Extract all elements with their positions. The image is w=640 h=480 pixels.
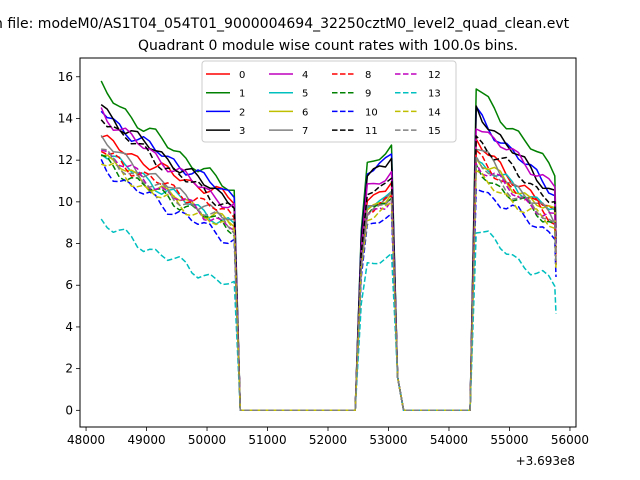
x-tick-label: 55000 — [490, 433, 528, 447]
y-tick-label: 16 — [58, 70, 73, 84]
legend-label-2: 2 — [239, 107, 245, 118]
legend-label-6: 6 — [302, 107, 308, 118]
x-offset-label: +3.693e8 — [516, 454, 575, 468]
y-tick-label: 0 — [65, 403, 73, 417]
x-tick-label: 51000 — [248, 433, 286, 447]
y-tick-label: 4 — [65, 320, 73, 334]
x-tick-label: 54000 — [430, 433, 468, 447]
y-tick-label: 6 — [65, 278, 73, 292]
legend-label-3: 3 — [239, 126, 245, 137]
series-line-13 — [100, 218, 557, 412]
legend-label-4: 4 — [302, 70, 308, 81]
y-tick-label: 14 — [58, 111, 73, 125]
series-line-8 — [100, 149, 557, 412]
legend-box — [201, 60, 457, 143]
legend-label-13: 13 — [428, 89, 441, 100]
x-tick-label: 56000 — [551, 433, 589, 447]
legend-label-11: 11 — [365, 126, 378, 137]
legend-label-12: 12 — [428, 70, 441, 81]
series-line-14 — [100, 162, 557, 412]
legend-label-14: 14 — [428, 107, 441, 118]
x-tick-label: 52000 — [309, 433, 347, 447]
legend-label-10: 10 — [365, 107, 378, 118]
y-axis: 0 2 4 6 8 10 12 14 16 — [58, 70, 80, 417]
x-tick-label: 49000 — [127, 433, 165, 447]
x-axis: 48000 49000 50000 51000 52000 53000 54000 55000… — [67, 427, 589, 447]
legend-label-7: 7 — [302, 126, 308, 137]
x-tick-label: 48000 — [67, 433, 105, 447]
legend-label-15: 15 — [428, 126, 441, 137]
x-tick-label: 53000 — [369, 433, 407, 447]
y-tick-label: 10 — [58, 195, 73, 209]
chart-title: Quadrant 0 module wise count rates with … — [138, 38, 518, 54]
series-line-15 — [101, 148, 557, 412]
legend-label-0: 0 — [239, 70, 245, 81]
plot-area — [100, 80, 557, 412]
legend-label-8: 8 — [365, 70, 371, 81]
y-tick-label: 2 — [65, 362, 73, 376]
y-tick-label: 12 — [58, 153, 73, 167]
x-tick-label: 50000 — [188, 433, 226, 447]
y-tick-label: 8 — [65, 237, 73, 251]
legend-label-5: 5 — [302, 89, 308, 100]
legend-label-9: 9 — [365, 89, 371, 100]
chart-suptitle: n file: modeM0/AS1T04_054T01_9000004694_… — [0, 16, 570, 32]
legend-label-1: 1 — [239, 89, 245, 100]
